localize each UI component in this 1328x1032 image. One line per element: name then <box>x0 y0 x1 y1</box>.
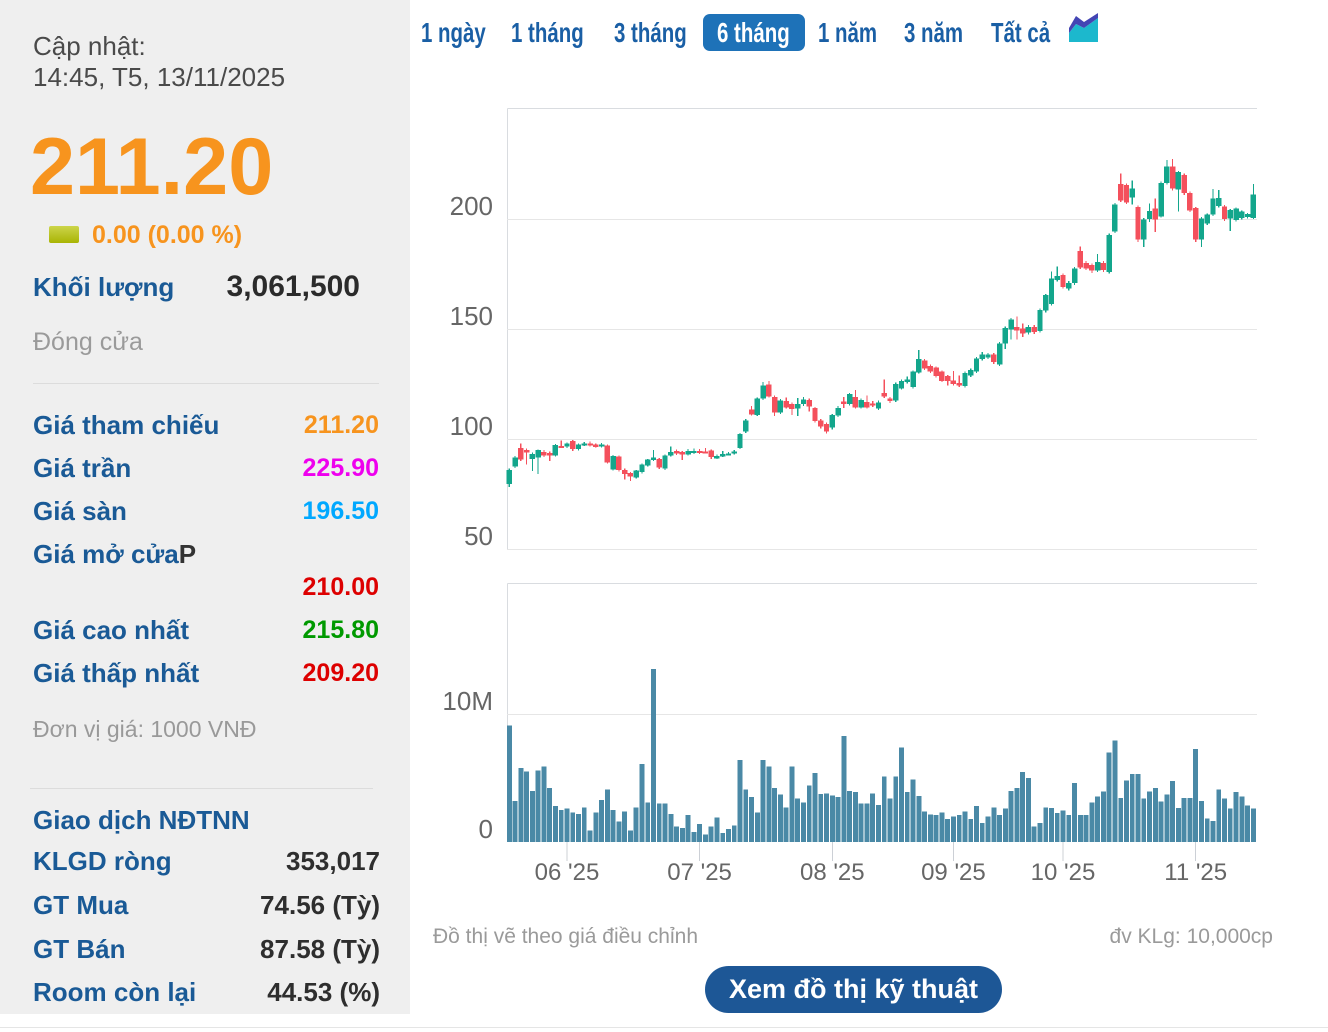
svg-text:50: 50 <box>464 521 493 551</box>
svg-text:11 '25: 11 '25 <box>1164 859 1227 886</box>
svg-text:07 '25: 07 '25 <box>667 859 732 886</box>
svg-text:0: 0 <box>479 814 493 844</box>
svg-text:06 '25: 06 '25 <box>535 859 600 886</box>
svg-text:200: 200 <box>450 191 493 221</box>
svg-text:09 '25: 09 '25 <box>921 859 986 886</box>
svg-text:10M: 10M <box>442 686 493 716</box>
svg-text:10 '25: 10 '25 <box>1031 859 1096 886</box>
svg-text:08 '25: 08 '25 <box>800 859 865 886</box>
svg-text:150: 150 <box>450 301 493 331</box>
svg-text:100: 100 <box>450 411 493 441</box>
